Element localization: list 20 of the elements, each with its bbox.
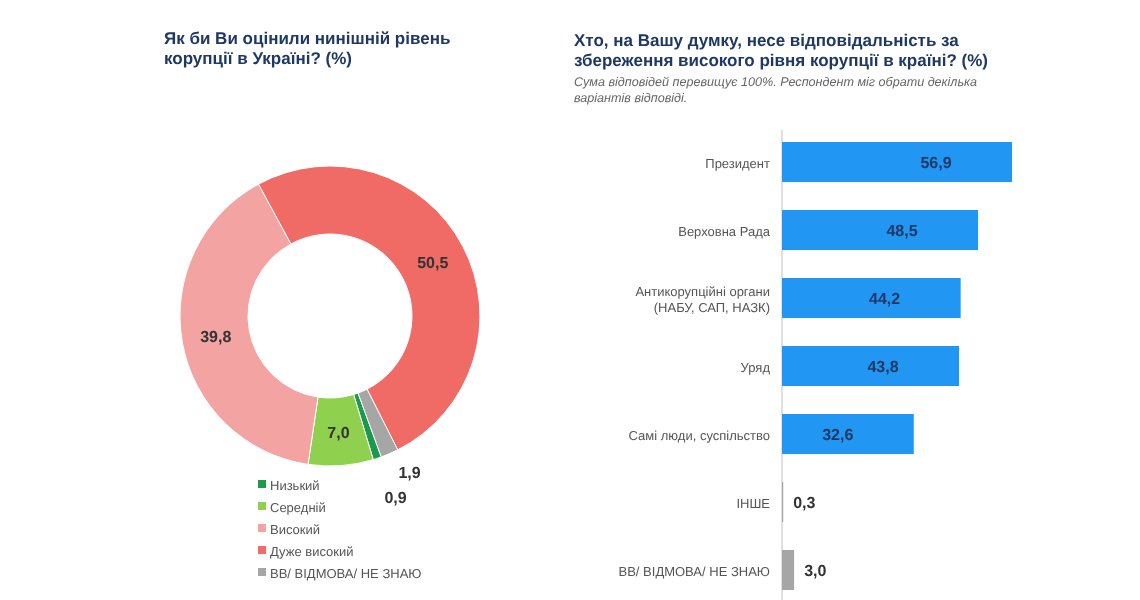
data-label: 43,8	[867, 358, 900, 376]
bar	[782, 142, 1012, 182]
bar	[782, 550, 795, 590]
bar	[782, 414, 914, 454]
bar	[782, 278, 961, 318]
data-label: 1,9	[398, 464, 422, 482]
chart-title: Хто, на Вашу думку, несе відповідальність за збереження високого рівня корупції в країні? (%)	[574, 30, 989, 70]
data-label: 48,5	[886, 222, 919, 240]
chart-title: Як би Ви оцінили нинішній рівень корупції в Україні? (%)	[164, 28, 451, 68]
data-label: 0,3	[793, 494, 817, 512]
bar	[782, 346, 960, 386]
data-label: 7,0	[327, 423, 351, 442]
data-label: 39,8	[200, 328, 233, 347]
data-label: 3,0	[804, 562, 828, 580]
data-label: 32,6	[822, 426, 855, 444]
data-label: 44,2	[869, 290, 902, 308]
bar	[782, 210, 979, 250]
data-label: 50,5	[417, 254, 450, 273]
data-label: 56,9	[920, 154, 953, 172]
data-label: 0,9	[384, 489, 408, 508]
